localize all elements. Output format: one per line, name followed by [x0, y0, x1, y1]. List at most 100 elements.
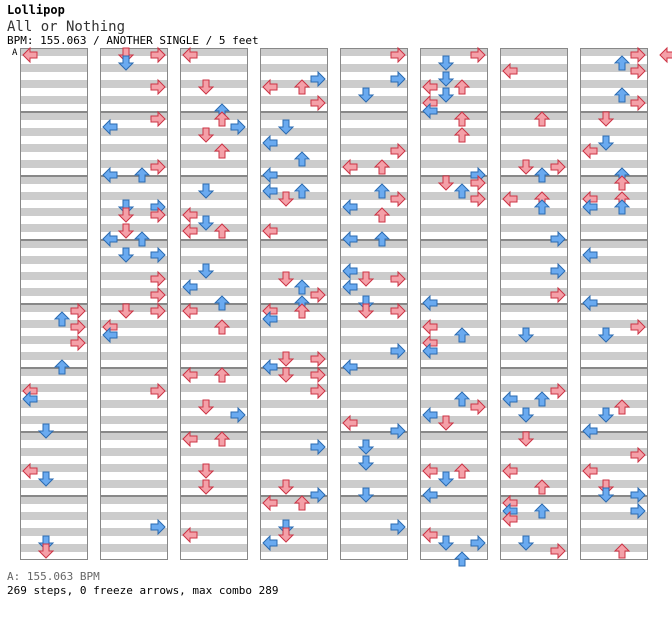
measure-box [340, 304, 408, 368]
beat-band [100, 152, 168, 160]
beat-band [100, 408, 168, 416]
right-arrow-icon [150, 110, 166, 128]
beat-band [340, 112, 408, 120]
blue-left-arrow-icon [582, 246, 598, 264]
beat-band [100, 296, 168, 304]
blue-right-arrow-icon [150, 246, 166, 264]
measure-box [260, 48, 328, 112]
beat-band [420, 456, 488, 464]
blue-down-arrow-icon [597, 327, 615, 343]
beat-band [340, 440, 408, 448]
beat-band [20, 120, 88, 128]
left-arrow-icon [422, 318, 438, 336]
beat-band [420, 328, 488, 336]
blue-right-arrow-icon [150, 518, 166, 536]
blue-left-arrow-icon [102, 230, 118, 248]
beat-band [180, 536, 248, 544]
beat-band [420, 152, 488, 160]
blue-up-arrow-icon [213, 295, 231, 311]
up-arrow-icon [213, 223, 231, 239]
beat-band [100, 240, 168, 248]
measure-box [500, 48, 568, 112]
down-arrow-icon [277, 351, 295, 367]
beat-band [340, 256, 408, 264]
beat-band [180, 488, 248, 496]
beat-band [180, 440, 248, 448]
beat-band [580, 56, 648, 64]
chart-meta: BPM: 155.063 / ANOTHER SINGLE / 5 feet [7, 34, 259, 47]
beat-band [100, 256, 168, 264]
beat-band [340, 48, 408, 56]
beat-band [580, 448, 648, 456]
beat-band [340, 336, 408, 344]
measure-box [420, 176, 488, 240]
beat-band [500, 536, 568, 544]
beat-band [260, 360, 328, 368]
up-arrow-icon [213, 431, 231, 447]
beat-band [500, 464, 568, 472]
down-arrow-icon [277, 367, 295, 383]
beat-band [420, 48, 488, 56]
beat-band [580, 368, 648, 376]
beat-band [580, 272, 648, 280]
beat-band [580, 160, 648, 168]
blue-down-arrow-icon [37, 423, 55, 439]
beat-band [100, 208, 168, 216]
beat-band [500, 256, 568, 264]
beat-band [180, 544, 248, 552]
down-arrow-icon [277, 479, 295, 495]
up-arrow-icon [213, 319, 231, 335]
beat-band [420, 224, 488, 232]
beat-band [500, 416, 568, 424]
beat-band [500, 80, 568, 88]
measure-box [340, 112, 408, 176]
beat-band [100, 272, 168, 280]
beat-band [500, 544, 568, 552]
beat-band [180, 376, 248, 384]
up-arrow-icon [613, 543, 631, 559]
measure-box [500, 432, 568, 496]
beat-band [180, 168, 248, 176]
right-arrow-icon [630, 62, 646, 80]
beat-band [580, 496, 648, 504]
beat-band [340, 240, 408, 248]
beat-band [340, 56, 408, 64]
beat-band [20, 304, 88, 312]
beat-band [580, 256, 648, 264]
measure-box [100, 48, 168, 112]
beat-band [180, 328, 248, 336]
beat-band [260, 128, 328, 136]
beat-band [340, 528, 408, 536]
beat-band [340, 488, 408, 496]
beat-band [260, 488, 328, 496]
beat-band [20, 416, 88, 424]
right-arrow-icon [310, 286, 326, 304]
beat-band [20, 320, 88, 328]
beat-band [420, 56, 488, 64]
beat-band [340, 360, 408, 368]
beat-band [340, 192, 408, 200]
beat-band [420, 104, 488, 112]
blue-up-arrow-icon [133, 231, 151, 247]
song-title: Lollipop [7, 3, 65, 17]
beat-band [340, 160, 408, 168]
beat-band [420, 216, 488, 224]
beat-band [340, 72, 408, 80]
beat-band [180, 296, 248, 304]
beat-band [580, 280, 648, 288]
beat-band [20, 160, 88, 168]
beat-band [420, 176, 488, 184]
measure-box [420, 112, 488, 176]
beat-band [180, 216, 248, 224]
down-arrow-icon [197, 79, 215, 95]
right-arrow-icon [630, 94, 646, 112]
beat-band [180, 312, 248, 320]
right-arrow-icon [310, 366, 326, 384]
up-arrow-icon [213, 143, 231, 159]
measure-box [500, 240, 568, 304]
left-arrow-icon [22, 46, 38, 64]
blue-down-arrow-icon [197, 183, 215, 199]
beat-band [180, 176, 248, 184]
beat-band [180, 432, 248, 440]
beat-band [500, 144, 568, 152]
